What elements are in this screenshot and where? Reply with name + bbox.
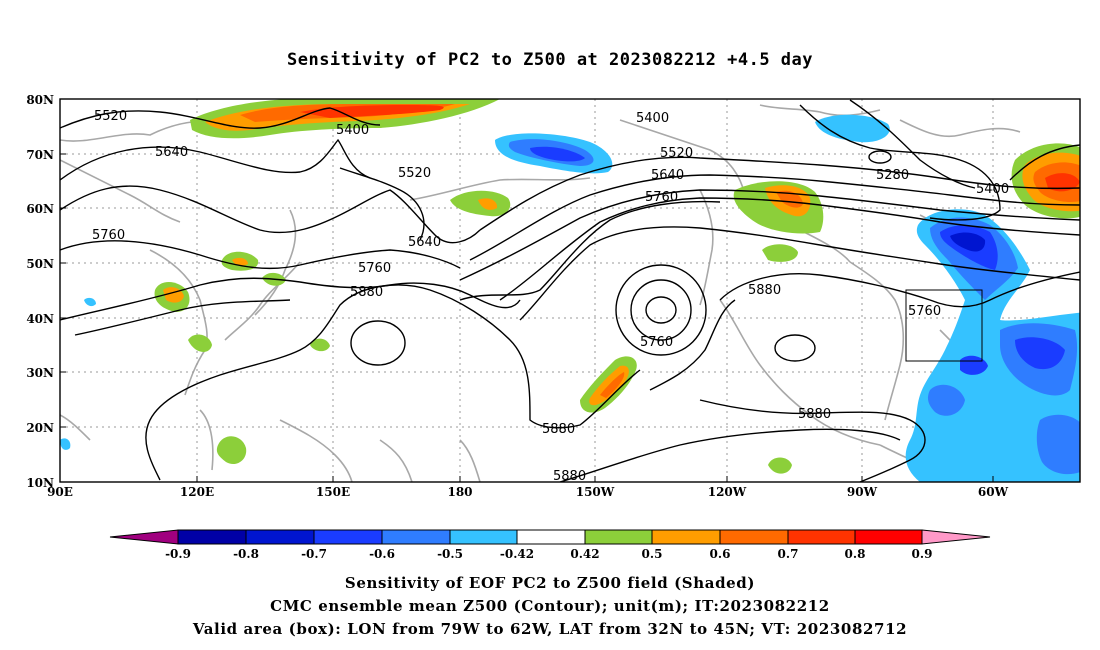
colorbar-label: -0.6	[369, 547, 395, 561]
contour-label: 5760	[358, 261, 391, 276]
colorbar-swatch	[854, 529, 923, 545]
colorbar-swatch	[381, 529, 451, 545]
contour-label: 5760	[640, 335, 673, 350]
contour-label: 5400	[636, 111, 669, 126]
contour-label: 5400	[336, 123, 369, 138]
contour-label: 5880	[350, 285, 383, 300]
latitude-labels: 80N 70N 60N 50N 40N 30N 20N 10N	[26, 93, 54, 490]
lat-label: 20N	[26, 421, 54, 435]
lon-label: 60W	[978, 485, 1009, 499]
lon-label: 180	[447, 485, 472, 499]
lon-label: 120E	[180, 485, 214, 499]
caption-contour: CMC ensemble mean Z500 (Contour); unit(m…	[270, 597, 830, 615]
valid-area-box	[905, 289, 983, 362]
colorbar-label: 0.42	[570, 547, 599, 561]
colorbar-min-triangle	[109, 529, 179, 545]
colorbar	[109, 529, 991, 545]
colorbar-label: -0.7	[301, 547, 327, 561]
lat-label: 70N	[26, 148, 54, 162]
colorbar-label: 0.9	[912, 547, 933, 561]
colorbar-swatch	[313, 529, 383, 545]
positive-sensitivity-shading	[154, 99, 1080, 474]
lat-label: 50N	[26, 257, 54, 271]
contour-label: 5520	[398, 166, 431, 181]
lon-label: 90E	[47, 485, 73, 499]
contour-label: 5640	[651, 168, 684, 183]
contour-label: 5640	[155, 145, 188, 160]
colorbar-labels: -0.9 -0.8 -0.7 -0.6 -0.5 -0.42 0.42 0.5 …	[165, 547, 932, 561]
contour-label: 5880	[798, 407, 831, 422]
colorbar-label: 0.5	[642, 547, 663, 561]
colorbar-swatch	[651, 529, 721, 545]
caption-shading: Sensitivity of EOF PC2 to Z500 field (Sh…	[344, 574, 756, 592]
colorbar-max-triangle	[921, 529, 991, 545]
contour-labels: 5520 5640 5400 5520 5640 5400 5520 5640 …	[92, 109, 1009, 484]
lat-label: 80N	[26, 93, 54, 107]
colorbar-label: -0.8	[233, 547, 259, 561]
contour-label: 5520	[94, 109, 127, 124]
colorbar-swatch	[516, 529, 586, 545]
colorbar-label: -0.5	[437, 547, 463, 561]
colorbar-swatch	[584, 529, 653, 545]
colorbar-label: -0.9	[165, 547, 191, 561]
contour-label: 5880	[553, 469, 586, 484]
z500-contours	[60, 99, 1080, 482]
map-frame	[59, 98, 1081, 483]
lat-label: 30N	[26, 366, 54, 380]
contour-label: 5760	[92, 228, 125, 243]
colorbar-label: 0.8	[845, 547, 866, 561]
map-title: Sensitivity of PC2 to Z500 at 2023082212…	[286, 50, 813, 70]
colorbar-swatch	[787, 529, 856, 545]
lon-label: 150E	[316, 485, 350, 499]
contour-label: 5280	[876, 168, 909, 183]
colorbar-label: -0.42	[500, 547, 534, 561]
contour-label: 5880	[542, 422, 575, 437]
longitude-labels: 90E 120E 150E 180 150W 120W 90W 60W	[47, 485, 1009, 499]
colorbar-swatch	[177, 529, 247, 545]
lon-label: 150W	[576, 485, 615, 499]
colorbar-label: 0.7	[778, 547, 799, 561]
lon-label: 90W	[847, 485, 878, 499]
lat-label: 10N	[26, 476, 54, 490]
colorbar-swatch	[449, 529, 518, 545]
tick-marks	[60, 98, 994, 482]
contour-label: 5520	[660, 146, 693, 161]
negative-sensitivity-shading	[60, 114, 1080, 482]
contour-label: 5760	[645, 190, 678, 205]
colorbar-swatch	[719, 529, 789, 545]
contour-label: 5400	[976, 182, 1009, 197]
lat-label: 60N	[26, 202, 54, 216]
lon-label: 120W	[708, 485, 747, 499]
contour-label: 5640	[408, 235, 441, 250]
colorbar-label: 0.6	[710, 547, 731, 561]
contour-label: 5880	[748, 283, 781, 298]
colorbar-swatch	[245, 529, 315, 545]
lat-label: 40N	[26, 312, 54, 326]
contour-label: 5760	[908, 304, 941, 319]
caption-valid-area: Valid area (box): LON from 79W to 62W, L…	[192, 620, 908, 638]
